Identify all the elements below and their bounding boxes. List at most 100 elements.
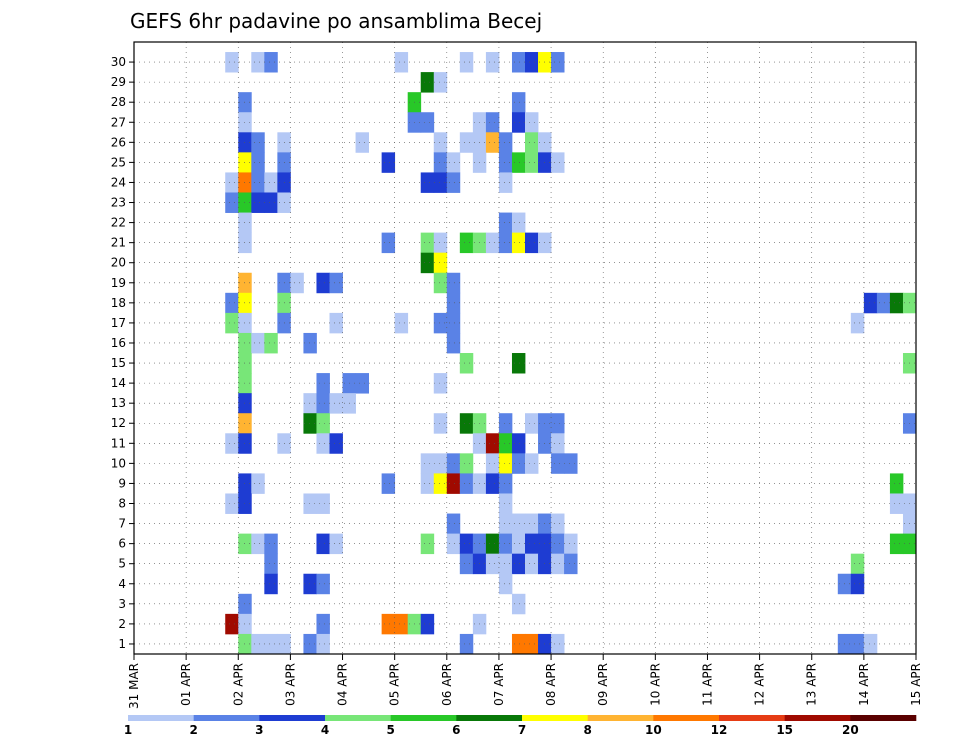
heatmap-cell xyxy=(381,613,396,635)
heatmap-cell xyxy=(316,433,330,454)
heatmap-cell xyxy=(303,633,317,655)
heatmap-cell xyxy=(264,553,278,575)
heatmap-cell xyxy=(264,573,278,595)
heatmap-cell xyxy=(355,132,369,153)
legend-level-label: 6 xyxy=(452,723,460,737)
x-tick-label: 10 APR xyxy=(648,663,662,706)
heatmap-cell xyxy=(564,553,578,575)
y-tick-label: 15 xyxy=(111,356,126,370)
legend-level-label: 1 xyxy=(124,723,132,737)
chart-title: GEFS 6hr padavine po ansamblima Becej xyxy=(130,9,542,33)
y-tick-label: 2 xyxy=(118,617,126,631)
heatmap-cell xyxy=(251,332,265,354)
heatmap-cell xyxy=(303,573,317,595)
heatmap-cell xyxy=(459,533,474,555)
cells-layer xyxy=(225,52,917,655)
heatmap-cell xyxy=(511,633,526,655)
heatmap-cell xyxy=(420,473,435,494)
heatmap-cell xyxy=(316,533,330,555)
heatmap-cell xyxy=(303,493,317,514)
heatmap-cell xyxy=(251,192,265,213)
heatmap-cell xyxy=(329,393,343,414)
heatmap-cell xyxy=(225,493,239,514)
y-tick-label: 26 xyxy=(111,135,126,149)
y-tick-label: 29 xyxy=(111,75,126,89)
heatmap-cell xyxy=(498,533,513,555)
x-tick-label: 02 APR xyxy=(231,663,245,706)
heatmap-cell xyxy=(525,132,539,153)
heatmap-cell xyxy=(459,553,474,575)
legend-swatch xyxy=(653,715,720,721)
x-tick-label: 06 APR xyxy=(440,663,454,706)
heatmap-cell xyxy=(498,172,513,193)
y-tick-label: 16 xyxy=(111,336,126,350)
heatmap-cell xyxy=(446,513,461,535)
heatmap-cell xyxy=(551,553,565,575)
x-tick-label: 13 APR xyxy=(805,663,819,706)
heatmap-cell xyxy=(551,152,565,173)
legend-level-label: 20 xyxy=(842,723,859,737)
y-tick-label: 21 xyxy=(111,236,126,250)
heatmap-cell xyxy=(485,553,500,575)
heatmap-cell xyxy=(485,232,500,254)
y-tick-label: 22 xyxy=(111,216,126,230)
y-tick-label: 27 xyxy=(111,115,126,129)
heatmap-cell xyxy=(251,473,265,494)
plot-frame xyxy=(133,41,917,655)
heatmap-cell xyxy=(420,252,435,274)
y-tick-label: 9 xyxy=(118,476,126,490)
heatmap-cell xyxy=(251,152,265,173)
y-tick-label: 18 xyxy=(111,296,126,310)
heatmap-cell xyxy=(498,473,513,494)
heatmap-cell xyxy=(420,72,435,93)
heatmap-cell xyxy=(511,232,526,254)
heatmap-cell xyxy=(433,232,448,254)
heatmap-cell xyxy=(485,433,500,454)
heatmap-cell xyxy=(433,272,448,294)
y-tick-label: 14 xyxy=(111,376,126,390)
heatmap-cell xyxy=(525,453,539,474)
legend-level-label: 5 xyxy=(386,723,394,737)
heatmap-cell xyxy=(511,513,526,535)
heatmap-cell xyxy=(551,453,565,474)
heatmap-cell xyxy=(355,373,369,394)
y-tick-label: 24 xyxy=(111,175,126,189)
heatmap-cell xyxy=(225,192,239,213)
heatmap-cell xyxy=(459,413,474,434)
heatmap-cell xyxy=(498,433,513,454)
x-tick-label: 31 MAR xyxy=(127,663,141,709)
heatmap-cell xyxy=(850,312,865,334)
y-tick-label: 5 xyxy=(118,557,126,571)
x-tick-label: 05 APR xyxy=(388,663,402,706)
heatmap-cell xyxy=(433,252,448,274)
heatmap-cell xyxy=(850,633,865,655)
heatmap-cell xyxy=(498,453,513,474)
heatmap-cell xyxy=(863,633,878,655)
heatmap-cell xyxy=(225,613,239,635)
legend-level-label: 2 xyxy=(189,723,197,737)
heatmap-cell xyxy=(433,373,448,394)
heatmap-cell xyxy=(316,413,330,434)
heatmap-cell xyxy=(485,132,500,153)
heatmap-cell xyxy=(525,232,539,254)
heatmap-cell xyxy=(446,152,461,173)
heatmap-cell xyxy=(251,533,265,555)
heatmap-cell xyxy=(511,152,526,173)
y-tick-label: 11 xyxy=(111,436,126,450)
heatmap-cell xyxy=(511,593,526,615)
heatmap-cell xyxy=(511,112,526,133)
x-tick-label: 11 APR xyxy=(700,663,714,706)
x-tick-label: 07 APR xyxy=(492,663,506,706)
color-legend: 1 2 3 4 5 6 7 8 10 12 15 20 xyxy=(124,715,917,737)
heatmap-cell xyxy=(316,573,330,595)
heatmap-cell xyxy=(446,332,461,354)
heatmap-cell xyxy=(525,533,539,555)
heatmap-cell xyxy=(316,393,330,414)
heatmap-cell xyxy=(564,533,578,555)
heatmap-cell xyxy=(498,132,513,153)
heatmap-cell xyxy=(446,292,461,314)
y-tick-label: 10 xyxy=(111,456,126,470)
legend-swatch xyxy=(456,715,523,721)
heatmap-cell xyxy=(498,513,513,535)
y-tick-label: 13 xyxy=(111,396,126,410)
